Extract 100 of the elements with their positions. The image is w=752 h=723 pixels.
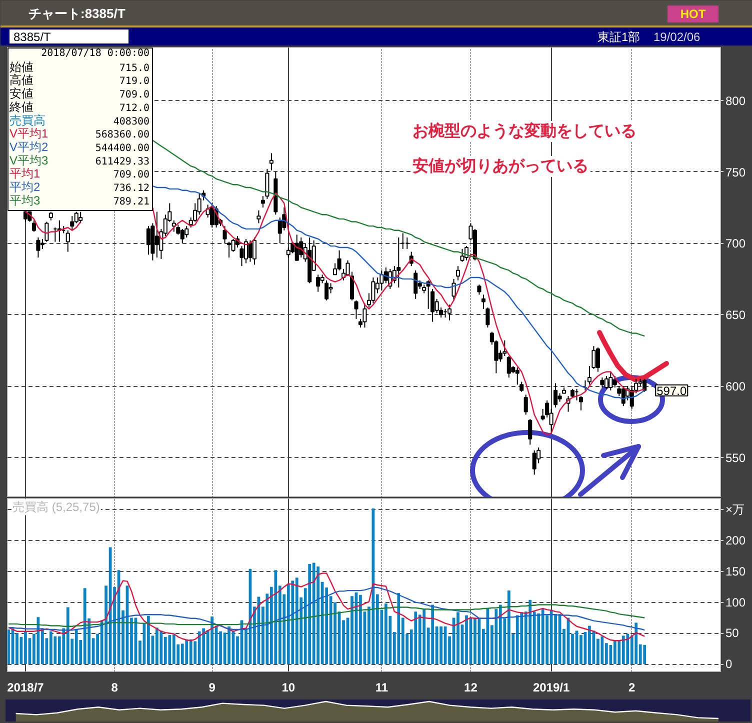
candlestick: [371, 277, 376, 304]
chart-title: チャート:8385/T: [28, 6, 126, 21]
bar: [634, 622, 638, 664]
candlestick: [608, 371, 613, 391]
bar: [286, 584, 290, 664]
annotation: V平均2: [10, 140, 49, 154]
annotation: 736.12: [113, 183, 150, 194]
x-tick-label: 2: [628, 680, 636, 694]
candlestick: [486, 307, 490, 328]
line-series: [24, 211, 82, 234]
line-series: [8, 604, 646, 627]
annotation: 719.0: [119, 76, 150, 88]
annotation: 408300: [113, 116, 150, 128]
bar: [24, 631, 27, 664]
candlestick: [604, 376, 608, 390]
candlestick: [506, 356, 511, 378]
candlestick: [362, 302, 367, 328]
candlestick: [210, 202, 214, 228]
annotation: 始値: [10, 60, 34, 74]
candlestick: [222, 226, 227, 244]
candlestick: [414, 270, 418, 300]
annotation: 2018/07/18 0:00:00: [41, 48, 150, 59]
text: 8385/T: [14, 30, 52, 44]
candlestick: [596, 347, 600, 372]
x-tick-label: 9: [208, 680, 216, 694]
line-series: [8, 572, 646, 642]
y-tick-label: 100: [726, 595, 746, 610]
x-tick-label: 8: [111, 680, 118, 694]
x-tick-label: 12: [464, 680, 478, 694]
bar: [465, 615, 468, 664]
candlestick: [176, 224, 180, 236]
candlestick: [265, 168, 270, 200]
annotation: 安値: [10, 86, 34, 101]
candlestick: [578, 396, 584, 411]
annotation: V平均1: [10, 126, 49, 141]
annotation: 568360.00: [95, 130, 150, 141]
bar: [160, 630, 163, 664]
annotation: 平均1: [10, 166, 40, 181]
y-tick-label: 200: [726, 534, 746, 548]
bar: [516, 615, 519, 664]
x-tick-label: 2019/1: [532, 680, 570, 694]
annotation: 611429.33: [95, 156, 150, 168]
candlestick: [252, 237, 256, 266]
y-tick-label: 50: [726, 626, 740, 640]
annotation: 709.00: [113, 170, 150, 181]
candlestick: [520, 381, 524, 392]
bar: [440, 626, 442, 664]
bar: [397, 593, 400, 664]
candlestick: [70, 216, 74, 231]
bar: [274, 570, 278, 664]
candlestick: [515, 367, 520, 386]
text: 19/02/06: [654, 30, 701, 44]
candlestick: [481, 294, 486, 310]
bar: [537, 613, 540, 664]
bar: [422, 608, 426, 664]
candlestick: [154, 211, 159, 258]
bar: [8, 629, 10, 664]
bar: [172, 634, 176, 664]
candlestick: [477, 284, 482, 296]
candlestick: [248, 240, 252, 262]
candlestick: [452, 278, 456, 301]
y-tick-label: ×万: [726, 502, 745, 517]
y-tick-label: 0: [726, 657, 732, 672]
text: 東証1部: [598, 30, 640, 44]
bar: [291, 580, 294, 664]
bar: [185, 639, 188, 664]
bar: [316, 566, 320, 664]
candlestick: [464, 246, 469, 261]
annotation: 終値: [8, 100, 34, 114]
y-tick-label: 550: [726, 451, 746, 465]
candlestick: [600, 377, 604, 388]
bar: [147, 616, 150, 664]
annotation: 709.0: [119, 90, 150, 101]
bar: [528, 600, 532, 664]
y-tick-label: 150: [726, 564, 746, 578]
candlestick: [324, 280, 329, 301]
bar: [541, 609, 544, 664]
annotation: 高値: [10, 73, 34, 88]
y-tick-label: 650: [726, 308, 746, 322]
bar: [618, 640, 621, 664]
bar: [456, 612, 460, 664]
bar: [155, 628, 158, 664]
candlestick: [260, 196, 265, 208]
bar: [600, 636, 604, 664]
bar: [228, 626, 230, 664]
bar: [74, 629, 78, 664]
x-tick-label: 2018/7: [7, 680, 44, 694]
annotation: 平均2: [10, 180, 40, 194]
bar: [350, 596, 354, 664]
annotation: 544400.00: [95, 142, 150, 154]
bar: [49, 631, 52, 664]
candlestick: [460, 248, 464, 262]
bar: [189, 639, 192, 664]
bar: [359, 594, 362, 664]
bar: [66, 607, 70, 664]
candlestick: [612, 376, 617, 388]
y-tick-label: 600: [726, 380, 746, 394]
candlestick: [36, 237, 40, 258]
candlestick: [66, 230, 70, 252]
x-tick-label: 11: [375, 680, 388, 694]
